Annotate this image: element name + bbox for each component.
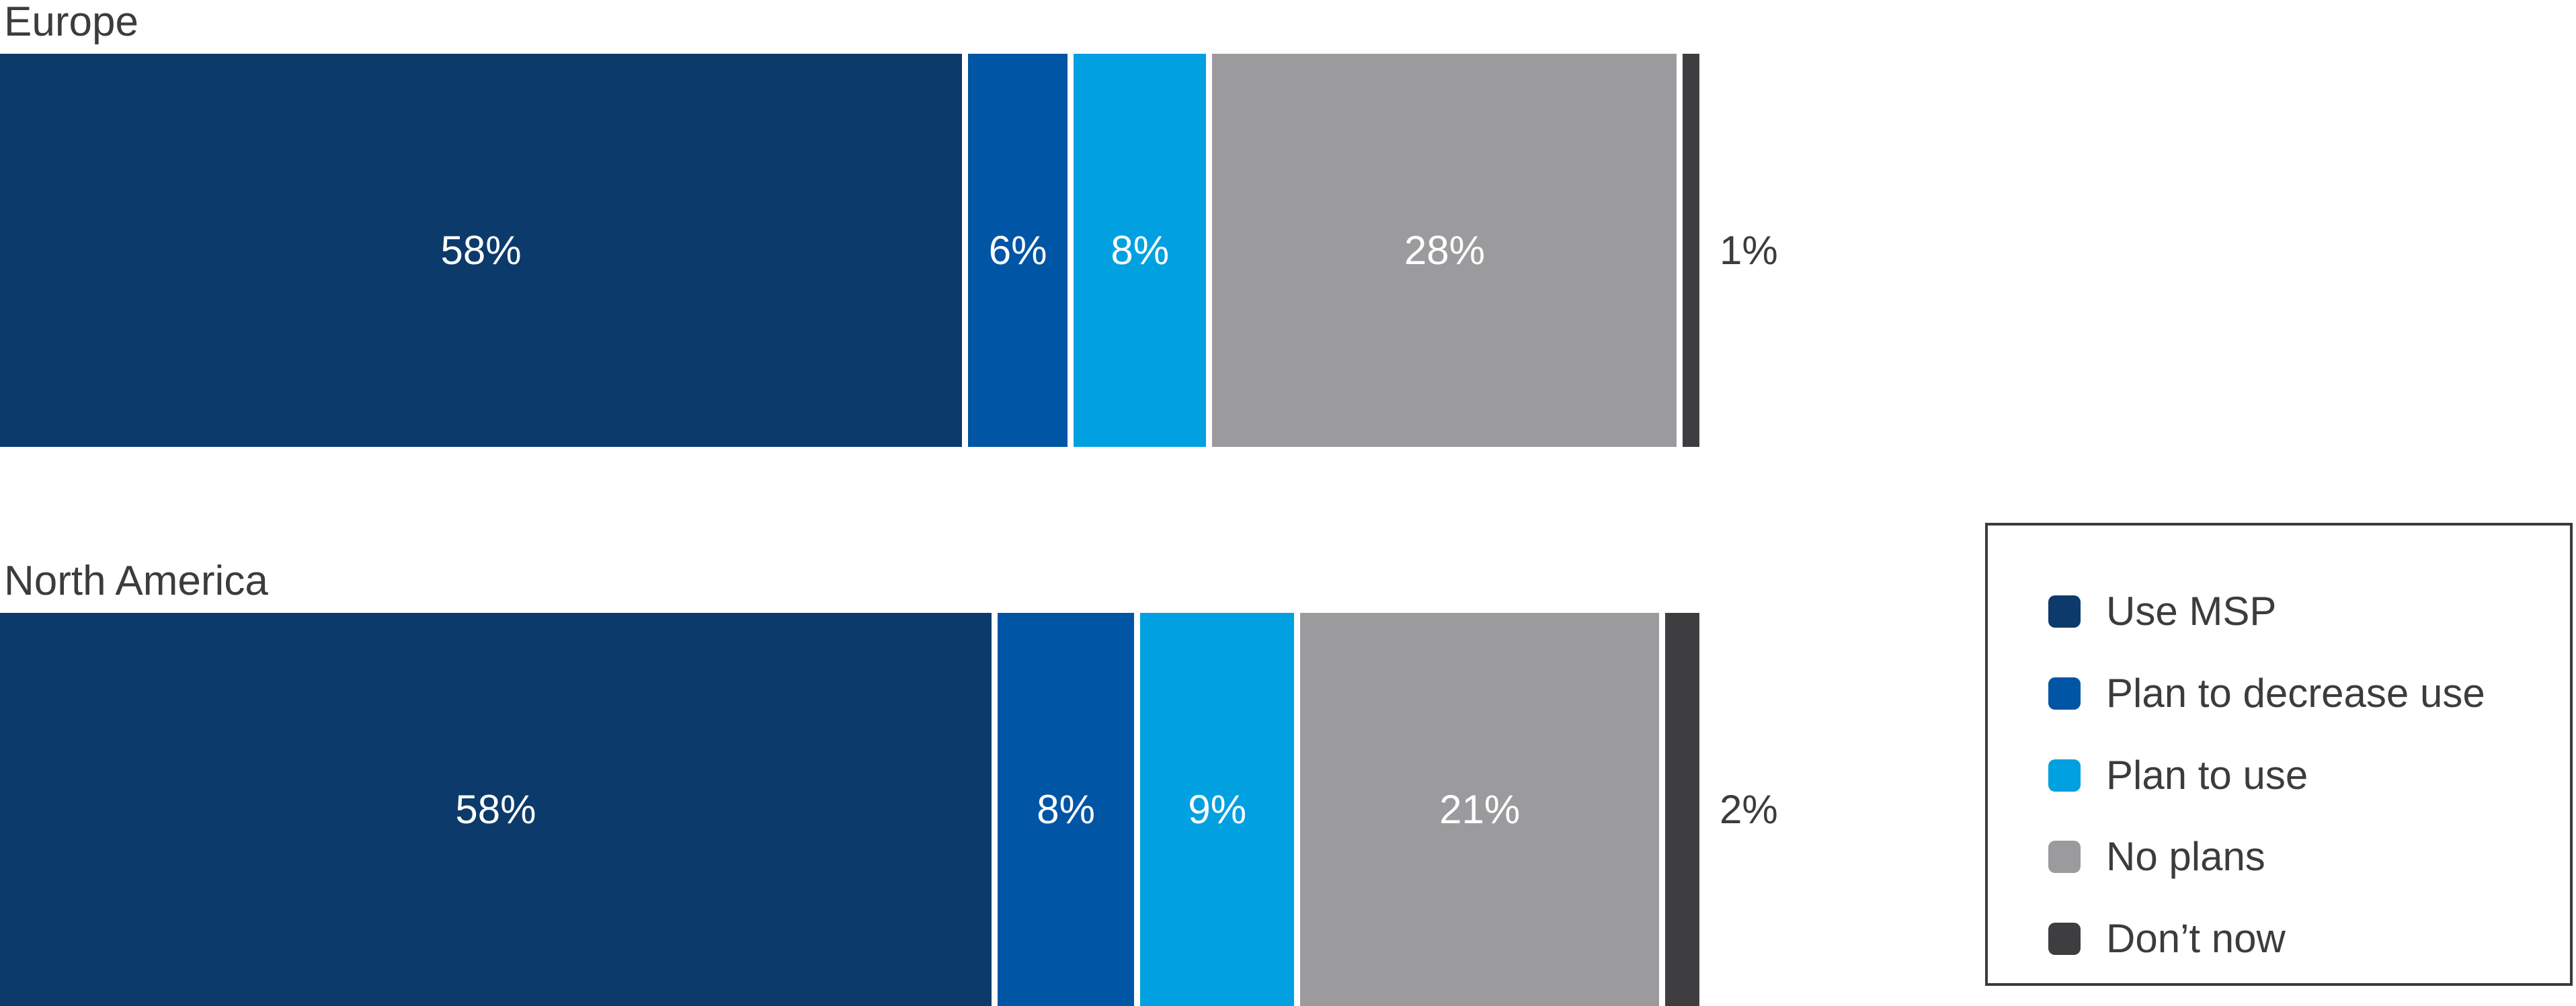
stacked-bar-europe: 58% 6% 8% 28%	[0, 54, 1699, 447]
segment-use-msp: 58%	[0, 613, 992, 1006]
legend-item-label: Plan to use	[2106, 752, 2308, 798]
segment-value-label: 6%	[988, 227, 1047, 273]
legend-item-label: Don’t now	[2106, 916, 2286, 961]
legend-item-use-msp: Use MSP	[2048, 591, 2550, 632]
segment-plan-to-use: 8%	[1074, 54, 1207, 447]
region-title-north-america: North America	[4, 558, 268, 604]
legend-item-don-t-now: Don’t now	[2048, 919, 2550, 959]
legend-item-plan-to-use: Plan to use	[2048, 755, 2550, 796]
legend-swatch-use-msp	[2048, 595, 2081, 628]
legend-item-label: No plans	[2106, 834, 2265, 880]
segment-value-label: 8%	[1037, 786, 1095, 832]
segment-value-label: 58%	[440, 227, 522, 273]
legend-swatch-don-t-now	[2048, 923, 2081, 955]
legend-item-plan-to-decrease-use: Plan to decrease use	[2048, 673, 2550, 714]
region-title-europe: Europe	[4, 0, 138, 45]
segment-value-label: 9%	[1188, 786, 1247, 832]
segment-use-msp: 58%	[0, 54, 963, 447]
segment-don-t-now	[1683, 54, 1699, 447]
segment-plan-to-use: 9%	[1140, 613, 1295, 1006]
legend-swatch-plan-to-decrease-use	[2048, 677, 2081, 710]
segment-no-plans: 21%	[1300, 613, 1660, 1006]
segment-plan-to-decrease-use: 8%	[997, 613, 1135, 1006]
segment-value-label: 28%	[1404, 227, 1485, 273]
outside-value-label-north-america: 2%	[1720, 786, 1778, 832]
legend-item-no-plans: No plans	[2048, 837, 2550, 877]
legend-item-label: Use MSP	[2106, 589, 2277, 634]
bar-row-north-america: 58% 8% 9% 21% 2%	[0, 613, 1778, 1006]
segment-don-t-now	[1665, 613, 1699, 1006]
segment-value-label: 58%	[455, 786, 536, 832]
legend-swatch-no-plans	[2048, 841, 2081, 874]
segment-value-label: 21%	[1439, 786, 1521, 832]
legend-item-label: Plan to decrease use	[2106, 670, 2485, 716]
stacked-bar-north-america: 58% 8% 9% 21%	[0, 613, 1699, 1006]
legend: Use MSP Plan to decrease use Plan to use No…	[1985, 523, 2573, 986]
outside-value-label-europe: 1%	[1720, 227, 1778, 273]
segment-no-plans: 28%	[1212, 54, 1677, 447]
bar-row-europe: 58% 6% 8% 28% 1%	[0, 54, 1778, 447]
segment-plan-to-decrease-use: 6%	[968, 54, 1068, 447]
legend-swatch-plan-to-use	[2048, 759, 2081, 792]
segment-value-label: 8%	[1111, 227, 1170, 273]
